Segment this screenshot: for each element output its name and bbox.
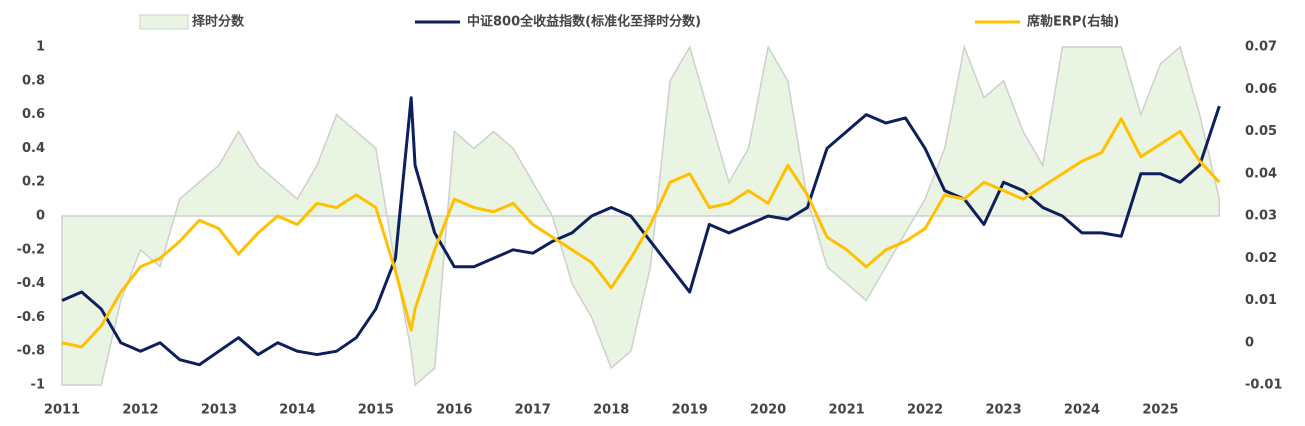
x-tick-label: 2018 [593,403,629,418]
y-tick-label: -0.2 [17,242,45,257]
y-tick-label: 0.4 [22,141,45,156]
x-tick-label: 2025 [1142,403,1178,418]
y-tick-label: 0.2 [22,175,45,190]
y-tick-label: 1 [36,40,45,55]
y2-tick-label: 0.01 [1245,293,1277,308]
y-tick-label: 0 [36,209,45,224]
x-tick-label: 2023 [985,403,1021,418]
x-tick-label: 2016 [436,403,472,418]
line [61,117,1221,349]
y2-tick-label: 0.03 [1245,209,1277,224]
x-tick-label: 2019 [672,403,708,418]
legend-swatch [139,14,189,30]
x-tick-label: 2013 [201,403,237,418]
y2-tick-label: 0.05 [1245,124,1277,139]
x-tick-label: 2022 [907,403,943,418]
x-tick-label: 2017 [515,403,551,418]
x-tick-label: 2012 [122,403,158,418]
y-tick-label: 0.6 [22,107,45,122]
y-tick-label: -1 [31,378,45,393]
y-tick-label: -0.6 [17,310,45,325]
y2-tick-label: 0.07 [1245,40,1277,55]
x-tick-label: 2015 [358,403,394,418]
x-tick-label: 2014 [279,403,315,418]
y2-tick-label: 0 [1245,335,1254,350]
legend-label: 择时分数 [192,14,245,30]
legend-label: 席勒ERP(右轴) [1027,14,1119,30]
x-tick-label: 2020 [750,403,786,418]
y2-tick-label: 0.02 [1245,251,1277,266]
legend-label: 中证800全收益指数(标准化至择时分数) [467,14,701,30]
line [61,96,1221,367]
y-tick-label: -0.4 [17,276,45,291]
x-tick-label: 2011 [44,403,80,418]
y2-tick-label: -0.01 [1245,378,1282,393]
y-tick-label: 0.8 [22,73,45,88]
x-tick-label: 2024 [1064,403,1100,418]
area [61,44,1221,387]
y2-tick-label: 0.04 [1245,166,1277,181]
y-tick-label: -0.8 [17,344,45,359]
x-tick-label: 2021 [829,403,865,418]
y2-tick-label: 0.06 [1245,82,1277,97]
